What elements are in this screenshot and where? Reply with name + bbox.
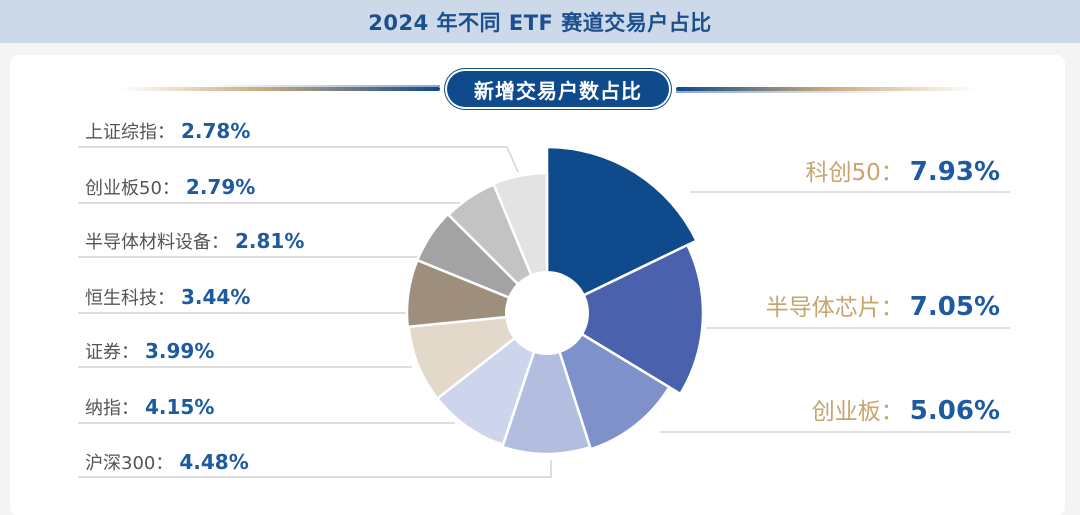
label-name: 半导体材料设备 — [85, 232, 211, 253]
label-colon: ： — [161, 178, 180, 199]
label-colon: ： — [880, 295, 904, 321]
label-name: 证券 — [85, 342, 121, 363]
label-colon: ： — [880, 399, 904, 425]
pie-slices — [405, 145, 705, 456]
label-colon: ： — [157, 288, 175, 309]
pie-slice — [435, 309, 550, 447]
label-semiconductor-chips: 半导体芯片： 7.05% — [766, 288, 1000, 322]
leader-lines — [78, 146, 1010, 478]
label-hang-seng-tech: 恒生科技： 3.44% — [85, 284, 250, 310]
label-colon: ： — [121, 342, 139, 363]
pie-slice — [544, 310, 671, 451]
label-colon: ： — [157, 122, 175, 143]
label-value: 4.48% — [179, 450, 249, 474]
label-colon: ： — [121, 398, 139, 419]
label-name: 科创50 — [805, 160, 881, 186]
donut-hole — [505, 271, 589, 355]
decorative-line-left — [120, 87, 440, 91]
label-value: 5.06% — [909, 396, 1000, 426]
label-name: 创业板50 — [85, 178, 162, 199]
leader-line — [78, 146, 519, 173]
label-value: 3.44% — [181, 285, 251, 309]
label-value: 2.81% — [235, 229, 305, 253]
label-nasdaq: 纳指： 4.15% — [85, 394, 214, 420]
page-title: 2024 年不同 ETF 赛道交易户占比 — [368, 10, 712, 35]
label-colon: ： — [155, 453, 174, 474]
label-name: 上证综指 — [85, 122, 157, 143]
decorative-line-left-thin — [200, 85, 440, 87]
label-semiconductor-materials: 半导体材料设备： 2.81% — [85, 228, 304, 254]
label-value: 2.78% — [181, 119, 251, 143]
label-name: 沪深300 — [85, 453, 156, 474]
pie-slice — [544, 243, 705, 396]
label-name: 恒生科技 — [85, 288, 157, 309]
rose-donut-chart — [78, 145, 1010, 478]
label-value: 7.05% — [909, 292, 1000, 322]
label-colon: ： — [880, 160, 904, 186]
label-chinext: 创业板： 5.06% — [812, 392, 1000, 426]
label-securities: 证券： 3.99% — [85, 338, 214, 364]
decorative-line-right-thin — [676, 91, 906, 93]
leader-line — [78, 460, 552, 478]
pie-slice — [545, 145, 699, 315]
title-banner: 2024 年不同 ETF 赛道交易户占比 — [0, 0, 1080, 43]
label-value: 4.15% — [145, 395, 215, 419]
label-name: 半导体芯片 — [765, 295, 881, 321]
label-chuangyeban50: 创业板50： 2.79% — [85, 174, 255, 200]
label-value: 7.93% — [909, 157, 1000, 187]
label-name: 创业板 — [811, 399, 881, 425]
label-name: 纳指 — [85, 398, 121, 419]
label-csi300: 沪深300： 4.48% — [85, 449, 249, 475]
label-colon: ： — [211, 232, 229, 253]
section-pill-label: 新增交易户数占比 — [447, 71, 669, 107]
decorative-line-right — [676, 87, 976, 91]
label-value: 3.99% — [145, 339, 215, 363]
label-shangzheng: 上证综指： 2.78% — [85, 118, 250, 144]
pie-slice — [500, 308, 592, 456]
label-value: 2.79% — [185, 175, 256, 199]
label-star50: 科创50： 7.93% — [806, 153, 1000, 187]
section-heading: 新增交易户数占比 — [0, 68, 1080, 108]
